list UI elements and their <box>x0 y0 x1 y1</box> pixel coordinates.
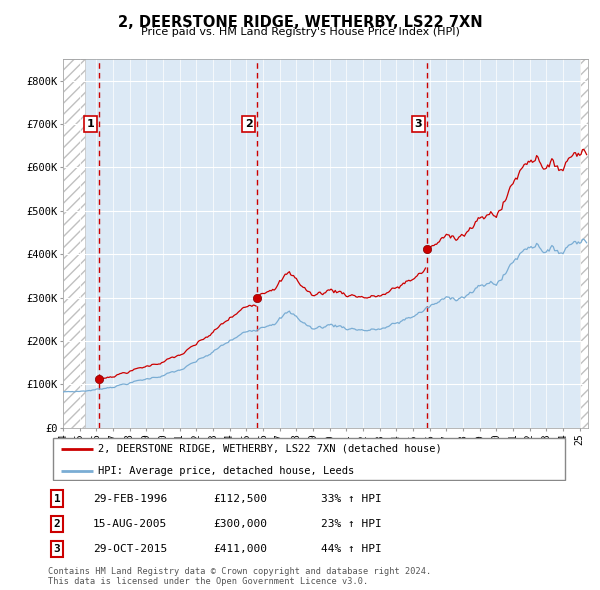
Text: 29-OCT-2015: 29-OCT-2015 <box>93 545 167 554</box>
Text: HPI: Average price, detached house, Leeds: HPI: Average price, detached house, Leed… <box>98 466 355 476</box>
Text: 29-FEB-1996: 29-FEB-1996 <box>93 494 167 503</box>
Text: 1: 1 <box>53 494 61 503</box>
Polygon shape <box>63 59 85 428</box>
Polygon shape <box>580 59 588 428</box>
Text: 1: 1 <box>87 119 95 129</box>
Text: Contains HM Land Registry data © Crown copyright and database right 2024.
This d: Contains HM Land Registry data © Crown c… <box>48 567 431 586</box>
Text: 2, DEERSTONE RIDGE, WETHERBY, LS22 7XN: 2, DEERSTONE RIDGE, WETHERBY, LS22 7XN <box>118 15 482 30</box>
Text: 23% ↑ HPI: 23% ↑ HPI <box>321 519 382 529</box>
Text: 2: 2 <box>245 119 253 129</box>
Text: Price paid vs. HM Land Registry's House Price Index (HPI): Price paid vs. HM Land Registry's House … <box>140 27 460 37</box>
Text: 2: 2 <box>53 519 61 529</box>
Text: 33% ↑ HPI: 33% ↑ HPI <box>321 494 382 503</box>
Text: 44% ↑ HPI: 44% ↑ HPI <box>321 545 382 554</box>
Text: 15-AUG-2005: 15-AUG-2005 <box>93 519 167 529</box>
Text: 2, DEERSTONE RIDGE, WETHERBY, LS22 7XN (detached house): 2, DEERSTONE RIDGE, WETHERBY, LS22 7XN (… <box>98 444 442 454</box>
Text: £300,000: £300,000 <box>213 519 267 529</box>
Text: 3: 3 <box>53 545 61 554</box>
Text: £411,000: £411,000 <box>213 545 267 554</box>
Text: £112,500: £112,500 <box>213 494 267 503</box>
FancyBboxPatch shape <box>53 438 565 480</box>
Text: 3: 3 <box>415 119 422 129</box>
